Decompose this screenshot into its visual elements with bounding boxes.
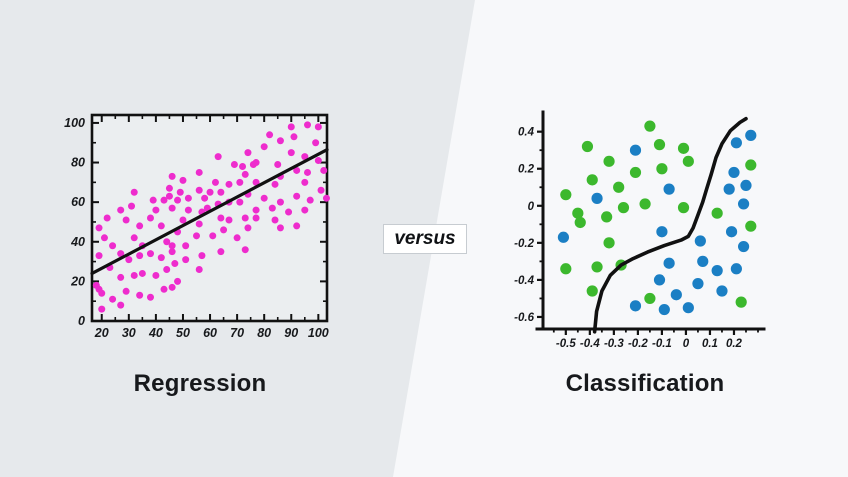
- svg-text:-0.4: -0.4: [580, 338, 600, 350]
- svg-text:0.2: 0.2: [518, 164, 535, 176]
- svg-text:0: 0: [78, 314, 85, 328]
- regression-caption: Regression: [133, 370, 267, 397]
- svg-text:20: 20: [94, 326, 109, 340]
- svg-text:-0.3: -0.3: [604, 338, 624, 350]
- classification-caption: Classification: [565, 370, 725, 397]
- svg-text:50: 50: [176, 326, 190, 340]
- svg-text:90: 90: [284, 326, 298, 340]
- svg-text:30: 30: [122, 326, 136, 340]
- svg-text:-0.2: -0.2: [628, 338, 648, 350]
- svg-text:100: 100: [64, 116, 85, 130]
- svg-text:80: 80: [71, 156, 85, 170]
- svg-text:100: 100: [308, 326, 329, 340]
- svg-text:-0.4: -0.4: [514, 275, 534, 287]
- svg-text:0: 0: [528, 201, 535, 213]
- svg-text:80: 80: [257, 326, 271, 340]
- svg-text:0.1: 0.1: [702, 338, 718, 350]
- svg-text:-0.5: -0.5: [556, 338, 576, 350]
- versus-label: versus: [394, 228, 456, 249]
- svg-text:-0.1: -0.1: [652, 338, 672, 350]
- svg-text:0.4: 0.4: [518, 127, 535, 139]
- svg-text:40: 40: [148, 326, 163, 340]
- svg-text:60: 60: [71, 195, 85, 209]
- svg-text:60: 60: [203, 326, 217, 340]
- svg-text:0.2: 0.2: [726, 338, 743, 350]
- svg-text:40: 40: [70, 235, 85, 249]
- versus-badge: versus: [383, 224, 467, 254]
- classification-chart: -0.5 -0.4 -0.3 -0.2 -0.1 0 0.1 0.2 0.4 0.2 0 -0.2 -0…: [514, 110, 766, 350]
- svg-text:20: 20: [70, 274, 85, 288]
- svg-text:-0.6: -0.6: [514, 312, 534, 324]
- svg-text:0: 0: [683, 338, 690, 350]
- regression-chart: 20 30 40 50 60 70 80 90 100 0 20 40 60 80 100: [64, 113, 330, 340]
- svg-text:70: 70: [230, 326, 244, 340]
- svg-text:-0.2: -0.2: [514, 238, 534, 250]
